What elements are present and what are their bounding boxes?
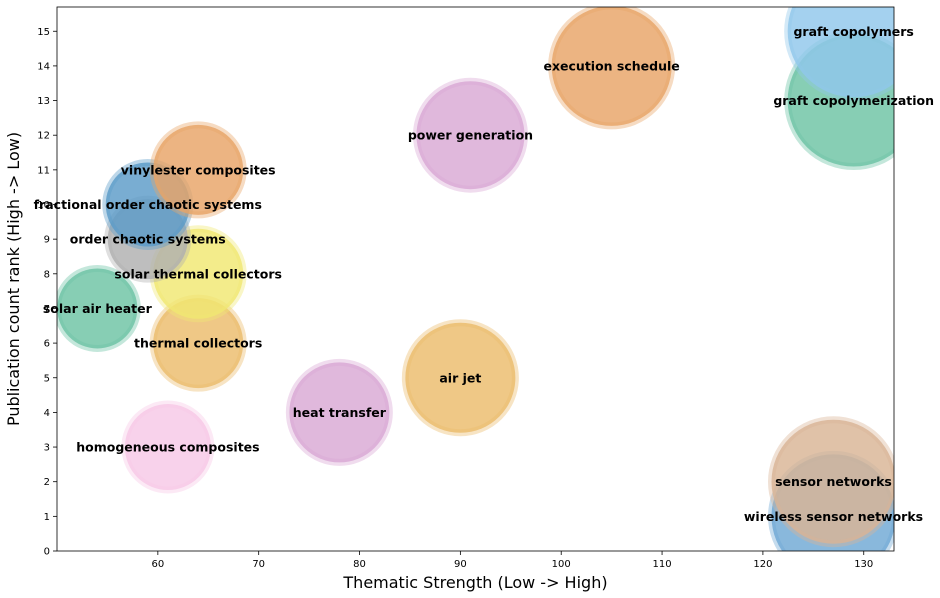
bubble (548, 7, 676, 130)
bubble-label: fractional order chaotic systems (34, 197, 262, 212)
bubble-label: heat transfer (293, 405, 387, 420)
bubble (784, 7, 894, 101)
bubble-label: thermal collectors (134, 336, 262, 351)
bubble-label: sensor networks (775, 474, 892, 489)
bubble-label: power generation (408, 128, 533, 143)
y-tick-label: 13 (37, 96, 50, 107)
x-axis-title: Thematic Strength (Low -> High) (342, 573, 607, 592)
y-tick-label: 10 (37, 200, 50, 211)
bubble-label: homogeneous composites (76, 440, 259, 455)
y-tick-label: 5 (44, 373, 50, 384)
plot-frame (56, 6, 895, 552)
y-tick-label: 15 (37, 27, 50, 38)
bubble-label: air jet (439, 370, 481, 385)
x-tick-label: 60 (151, 559, 164, 570)
bubble-label: order chaotic systems (70, 232, 226, 247)
y-tick-label: 12 (37, 131, 50, 142)
x-axis-ticks: 60 70 80 90 100 110 120 130 (151, 551, 873, 570)
x-tick-label: 90 (454, 559, 467, 570)
bubble-label: graft copolymers (793, 24, 913, 39)
bubble-label: wireless sensor networks (744, 509, 923, 524)
y-tick-label: 7 (44, 304, 50, 315)
bubble (768, 416, 894, 548)
bubble-labels: wireless sensor networks sensor networks h… (34, 24, 934, 524)
y-axis-title: Publication count rank (High -> Low) (4, 132, 23, 426)
y-tick-label: 11 (37, 165, 50, 176)
x-tick-label: 110 (653, 559, 672, 570)
y-tick-label: 3 (44, 443, 50, 454)
bubble-label: solar air heater (43, 301, 153, 316)
y-tick-label: 6 (44, 339, 50, 350)
y-tick-label: 2 (44, 477, 50, 488)
bubble-label: vinylester composites (121, 162, 276, 177)
bubble (285, 358, 393, 466)
bubble-layer (57, 7, 894, 551)
bubble (412, 77, 528, 193)
x-tick-label: 80 (353, 559, 366, 570)
y-tick-label: 8 (44, 269, 50, 280)
bubble (149, 121, 247, 219)
x-tick-label: 70 (252, 559, 265, 570)
x-tick-label: 100 (552, 559, 571, 570)
bubble (121, 400, 215, 494)
bubble (401, 319, 519, 437)
y-tick-label: 0 (44, 547, 50, 558)
bubble-label: graft copolymerization (773, 93, 934, 108)
x-tick-label: 130 (854, 559, 873, 570)
y-tick-label: 1 (44, 512, 50, 523)
x-tick-label: 120 (753, 559, 772, 570)
bubble-label: solar thermal collectors (114, 266, 282, 281)
y-tick-label: 14 (37, 61, 50, 72)
y-tick-label: 4 (44, 408, 50, 419)
y-tick-label: 9 (44, 235, 50, 246)
bubble-label: execution schedule (544, 58, 680, 73)
